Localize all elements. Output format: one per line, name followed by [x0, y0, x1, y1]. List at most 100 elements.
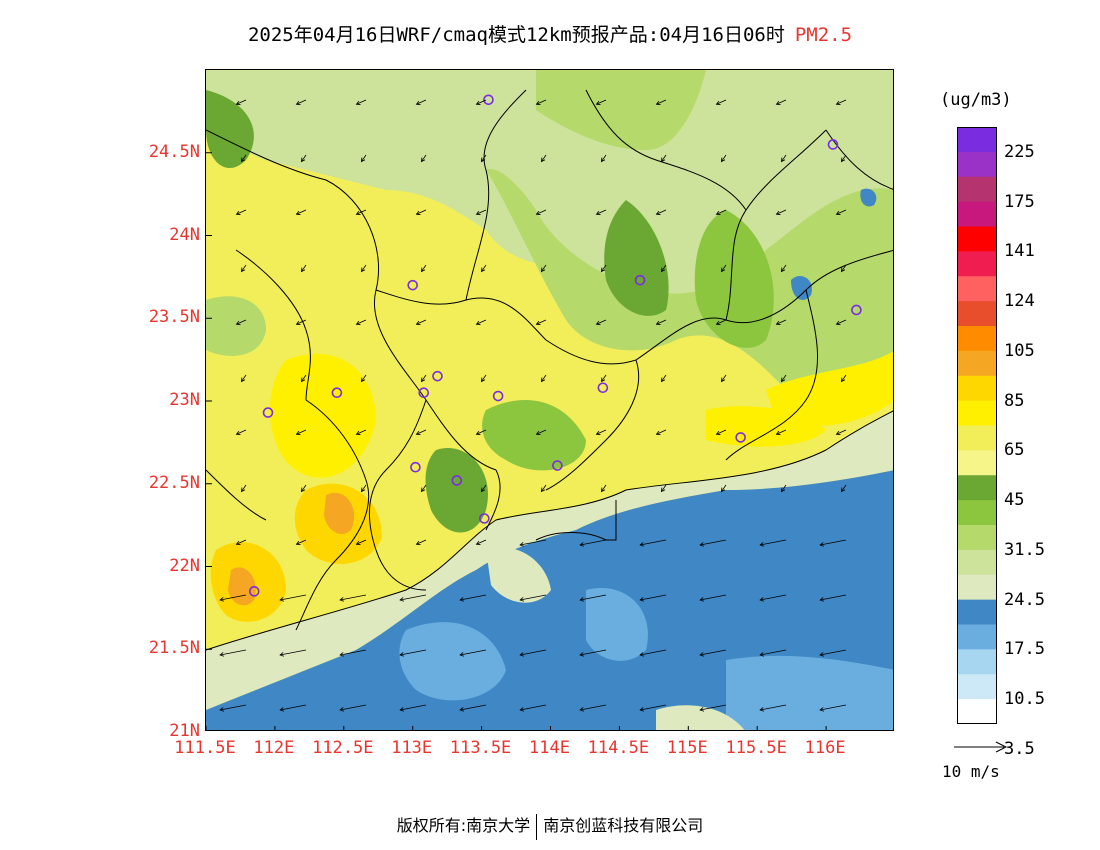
wind-reference-arrow — [954, 741, 1008, 753]
station-marker — [483, 94, 494, 106]
wind-arrow — [415, 429, 427, 435]
colorbar-label: 105 — [1004, 340, 1035, 361]
wind-arrow — [519, 704, 547, 712]
field-yellow-4 — [766, 351, 893, 426]
colorbar-segment — [957, 699, 997, 724]
wind-arrow — [219, 594, 247, 602]
station-marker — [735, 432, 746, 443]
colorbar-segment — [957, 375, 997, 402]
wind-arrow — [240, 154, 247, 163]
wind-arrow — [295, 209, 307, 215]
wind-arrow — [775, 319, 787, 325]
wind-arrow — [519, 539, 547, 547]
field-lake — [860, 188, 877, 207]
wind-arrow — [655, 209, 667, 215]
station-marker — [407, 279, 418, 291]
wind-arrow — [720, 374, 727, 383]
colorbar-segment — [957, 276, 997, 302]
colorbar-segment — [957, 350, 997, 377]
lon-tick-label: 112.5E — [312, 738, 374, 758]
wind-arrow — [655, 429, 667, 435]
colorbar-label: 85 — [1004, 390, 1025, 411]
wind-arrow — [595, 319, 607, 325]
wind-arrow — [240, 264, 247, 273]
footer-separator — [536, 813, 538, 840]
wind-arrow — [819, 649, 847, 657]
wind-arrow — [399, 704, 427, 712]
wind-arrow — [639, 594, 667, 602]
wind-arrow — [295, 539, 307, 545]
field-green-dark-1 — [206, 90, 254, 169]
wind-arrow — [699, 649, 727, 657]
wind-arrow — [535, 99, 547, 105]
wind-arrow — [240, 374, 247, 383]
wind-arrow — [339, 704, 367, 712]
wind-arrow — [295, 429, 307, 435]
wind-arrow — [819, 594, 847, 602]
wind-arrow — [235, 429, 247, 435]
lat-tick-label: 21.5N — [148, 638, 200, 659]
wind-arrow — [835, 209, 847, 215]
colorbar-border — [957, 127, 997, 724]
colorbar-label: 225 — [1004, 141, 1035, 162]
lat-tick-label: 24N — [169, 224, 200, 245]
wind-arrow — [780, 264, 787, 273]
wind-arrow — [660, 264, 667, 273]
colorbar-label: 31.5 — [1004, 539, 1045, 560]
colorbar-unit: (ug/m3) — [940, 90, 1012, 110]
wind-arrow — [540, 154, 547, 163]
wind-arrow — [475, 429, 487, 435]
wind-arrow — [420, 484, 427, 493]
wind-arrow — [420, 374, 427, 383]
wind-arrow — [775, 99, 787, 105]
colorbar-segment — [957, 400, 997, 426]
wind-arrow — [840, 154, 847, 163]
wind-arrow — [219, 649, 247, 657]
wind-arrow — [600, 264, 607, 273]
wind-arrow — [579, 649, 607, 657]
title-main: 2025年04月16日WRF/cmaq模式12km预报产品:04月16日06时 — [247, 24, 785, 46]
wind-arrow — [595, 429, 607, 435]
wind-arrow — [579, 594, 607, 602]
colorbar-segment — [957, 201, 997, 227]
field-orange-1 — [324, 492, 355, 535]
colorbar-segment — [957, 301, 997, 327]
lat-tick-label: 22.5N — [148, 472, 200, 493]
station-marker — [248, 586, 260, 597]
wind-arrow — [720, 154, 727, 163]
field-green-2 — [486, 169, 893, 408]
title-variable: PM2.5 — [794, 24, 853, 46]
station-marker — [331, 387, 343, 399]
wind-arrow — [535, 429, 547, 435]
wind-arrow — [715, 319, 727, 325]
map-title: 2025年04月16日WRF/cmaq模式12km预报产品:04月16日06时 P… — [0, 20, 1100, 47]
station-marker — [410, 461, 421, 473]
wind-arrow — [759, 539, 787, 547]
wind-arrow — [279, 704, 307, 712]
colorbar-label: 24.5 — [1004, 589, 1045, 610]
wind-arrow — [235, 539, 247, 545]
lon-tick-label: 116E — [804, 738, 846, 758]
wind-arrow — [480, 154, 487, 163]
field-sea-light-4 — [656, 705, 745, 730]
wind-arrow — [759, 704, 787, 712]
wind-arrow — [300, 154, 307, 163]
wind-arrow — [475, 209, 487, 215]
wind-arrow — [699, 594, 727, 602]
colorbar-segment — [957, 151, 997, 178]
colorbar-label: 3.5 — [1004, 738, 1035, 759]
wind-arrow — [415, 99, 427, 105]
station-marker — [597, 382, 609, 394]
colorbar-label: 10.5 — [1004, 689, 1045, 710]
wind-vectors — [219, 99, 847, 712]
colorbar-segment — [957, 500, 997, 526]
wind-reference-label: 10 m/s — [942, 762, 1000, 781]
colorbar-segment — [957, 326, 997, 352]
wind-arrow — [540, 374, 547, 383]
wind-arrow — [399, 649, 427, 657]
field-green-dark-2 — [604, 200, 669, 316]
field-green-1 — [536, 70, 706, 150]
field-green-4 — [482, 400, 586, 471]
wind-arrow — [759, 649, 787, 657]
station-marker — [432, 370, 443, 382]
